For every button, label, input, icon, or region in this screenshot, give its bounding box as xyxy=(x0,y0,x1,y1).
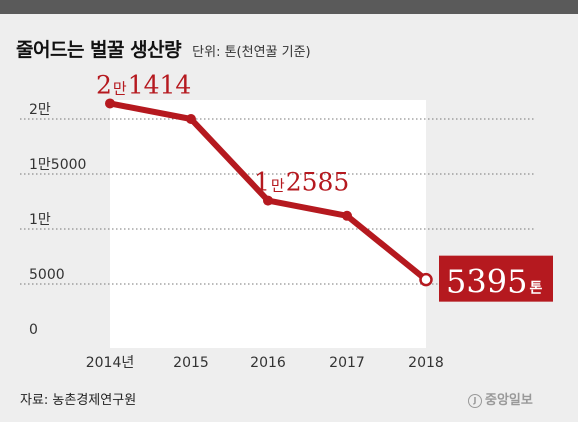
data-point xyxy=(342,210,352,221)
y-tick-label: 2만 xyxy=(29,102,51,118)
y-tick-label: 1만 xyxy=(29,212,51,228)
y-tick-label: 5000 xyxy=(29,267,65,283)
x-tick-label: 2014년 xyxy=(86,355,135,371)
data-label: 1만2585 xyxy=(254,168,349,197)
logo-text: 중앙일보 xyxy=(485,393,533,408)
highlight-box xyxy=(439,255,553,302)
publisher-logo: J 중앙일보 xyxy=(468,389,533,408)
x-tick-label: 2018 xyxy=(408,355,444,371)
plot-area xyxy=(110,100,426,348)
x-tick-label: 2017 xyxy=(329,355,365,371)
data-label: 2만1414 xyxy=(96,70,191,99)
chart-title: 줄어드는 벌꿀 생산량 xyxy=(16,39,182,61)
data-label: 5395 톤 xyxy=(446,263,542,301)
x-tick-label: 2016 xyxy=(250,355,286,371)
data-point xyxy=(263,195,273,206)
y-tick-label: 1만5000 xyxy=(29,157,86,173)
x-tick-label: 2015 xyxy=(173,355,209,371)
source-note: 자료: 농촌경제연구원 xyxy=(20,393,137,408)
data-point xyxy=(186,114,196,124)
top-bar xyxy=(0,0,578,14)
title-row: 줄어드는 벌꿀 생산량 단위: 톤(천연꿀 기준) xyxy=(16,35,311,62)
data-point xyxy=(419,272,433,287)
data-point xyxy=(105,98,115,109)
y-tick-label: 0 xyxy=(29,322,38,338)
logo-icon: J xyxy=(468,393,482,408)
unit-label: 단위: 톤(천연꿀 기준) xyxy=(192,45,311,60)
